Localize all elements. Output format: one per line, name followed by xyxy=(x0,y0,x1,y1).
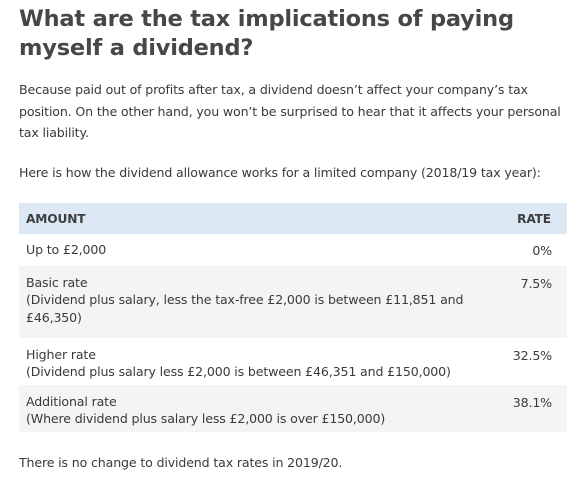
amount-cell: Additional rate (Where dividend plus sal… xyxy=(26,393,500,428)
table-header-row: AMOUNT RATE xyxy=(19,203,567,234)
rate-cell: 32.5% xyxy=(512,348,552,363)
intro-paragraph: Because paid out of profits after tax, a… xyxy=(19,82,561,140)
band-note: (Dividend plus salary less £2,000 is bet… xyxy=(26,364,451,380)
page-title: What are the tax implications of paying … xyxy=(19,6,514,61)
amount-cell: Higher rate (Dividend plus salary less £… xyxy=(26,346,500,381)
band-label: Additional rate xyxy=(26,394,117,409)
band-label: Higher rate xyxy=(26,347,96,362)
table-row: Higher rate (Dividend plus salary less £… xyxy=(19,338,567,385)
band-note: (Dividend plus salary, less the tax-free… xyxy=(26,292,464,325)
band-note: (Where dividend plus salary less £2,000 … xyxy=(26,411,386,427)
amount-cell: Up to £2,000 xyxy=(26,241,500,258)
table-lead-paragraph: Here is how the dividend allowance works… xyxy=(19,165,541,180)
rate-cell: 7.5% xyxy=(520,276,553,291)
footer-paragraph: There is no change to dividend tax rates… xyxy=(19,455,343,470)
rate-column-header: RATE xyxy=(517,211,551,226)
table-row: Basic rate (Dividend plus salary, less t… xyxy=(19,266,567,338)
amount-column-header: AMOUNT xyxy=(26,211,86,226)
dividend-tax-table: AMOUNT RATE Up to £2,000 0% Basic rate (… xyxy=(19,203,567,432)
rate-cell: 0% xyxy=(532,243,552,258)
rate-cell: 38.1% xyxy=(512,395,552,410)
band-label: Up to £2,000 xyxy=(26,242,107,257)
amount-cell: Basic rate (Dividend plus salary, less t… xyxy=(26,274,500,326)
band-label: Basic rate xyxy=(26,275,88,290)
table-row: Up to £2,000 0% xyxy=(19,234,567,266)
table-row: Additional rate (Where dividend plus sal… xyxy=(19,385,567,432)
